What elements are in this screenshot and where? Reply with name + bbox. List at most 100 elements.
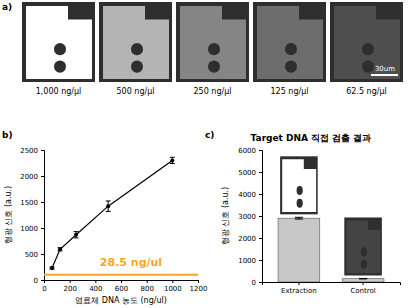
tick: 600 [115,280,128,293]
tick-mark [259,260,262,261]
tick-mark [259,194,262,195]
error-bar [58,248,63,251]
tick: 500 [25,251,44,259]
tick-label: 800 [140,285,153,293]
tick-mark [70,280,71,283]
hole [297,186,303,195]
tick-mark [41,202,44,203]
hole [208,43,220,55]
tick-mark [259,282,262,283]
chip [26,6,92,79]
tick-label: 2500 [20,147,38,155]
tick: 2000 [238,235,262,243]
data-line [52,160,172,268]
tick-label: 200 [63,285,76,293]
hole [131,60,143,72]
tick-mark [298,282,299,285]
tick-label: 0 [252,279,256,287]
image-label: 1,000 ng/μl [36,87,82,96]
tick: 2000 [20,173,44,181]
tick-mark [147,280,148,283]
tick-mark [198,280,199,283]
error-bar [295,217,303,219]
chip [103,6,169,79]
axis-line [263,283,401,286]
tick: 200 [63,280,76,293]
image-background [99,2,172,82]
tick-label: 1200 [190,285,208,293]
tick: 2500 [20,147,44,155]
data-point [170,158,174,162]
tick: 0 [34,277,44,285]
hole [285,60,297,72]
hole [54,60,66,72]
tick: 3000 [238,213,262,221]
annotation: 28.5 ng/ul [100,256,162,269]
tick-label: 0 [34,277,38,285]
plot-area [278,217,384,282]
tick: 1000 [164,280,182,293]
fluorescence-image [253,2,326,82]
data-point [58,247,62,251]
tick: 1000 [20,225,44,233]
tick-label: 2000 [20,173,38,181]
tick-mark [41,228,44,229]
insets [280,156,382,275]
tick-label: 600 [115,285,128,293]
image-label: 125 ng/μl [271,87,309,96]
fluorescence-image [99,2,172,82]
error-bar [74,232,79,238]
tick-label: 0 [42,285,46,293]
tick-label: 3000 [238,213,256,221]
tick: 0 [42,280,46,293]
hole [361,260,367,269]
chip [180,6,246,79]
reference-line [44,274,198,276]
chip [257,6,323,79]
hole [362,60,374,72]
axis-line [45,281,199,284]
tick: Extraction [281,282,317,295]
panel-label: a) [2,2,12,12]
inset-image [344,217,382,275]
tick-mark [121,280,122,283]
image-background [280,156,318,214]
hole [361,247,367,256]
tick: 1200 [190,280,208,293]
tick-mark [259,172,262,173]
x-axis: Extraction Control [263,282,401,295]
error-bar [170,157,175,163]
data-point [50,266,54,270]
error-bar [50,267,55,269]
tick: 800 [140,280,153,293]
tick-mark [259,216,262,217]
fluorescence-image [22,2,95,82]
scale-bar-label: 30um [375,65,395,73]
tick-label: Control [350,287,375,295]
tick-label: 5000 [238,169,256,177]
image-label: 62.5 ng/μl [346,87,387,96]
tick-label: 1000 [164,285,182,293]
chart-title: Target DNA 직접 검출 결과 [251,133,372,143]
inset-image [280,156,318,214]
image-background [22,2,95,82]
axis-line [41,151,45,281]
image-background [253,2,326,82]
figure: a)b)c)1,000 ng/μl500 ng/μl250 ng/μl125 n… [0,0,409,308]
scale-bar [371,74,398,76]
hole [285,43,297,55]
bar [278,218,320,282]
hole [362,43,374,55]
tick-mark [95,280,96,283]
hole [131,43,143,55]
tick-label: 2000 [238,235,256,243]
tick-label: 500 [25,251,38,259]
data-point [106,204,110,208]
tick-mark [363,282,364,285]
image-label: 250 ng/μl [194,87,232,96]
chip [334,6,400,79]
tick: 4000 [238,191,262,199]
error-bar [359,278,367,279]
tick: 6000 [238,147,262,155]
tick-label: 6000 [238,147,256,155]
